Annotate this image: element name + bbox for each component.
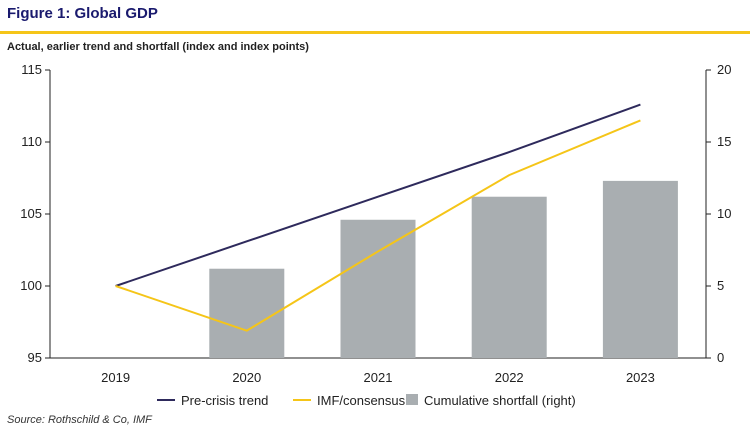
right-tick-label: 10 [717,206,731,221]
right-tick-label: 0 [717,350,724,365]
left-tick-label: 110 [21,134,42,149]
left-tick-label: 105 [20,206,42,221]
left-tick-label: 115 [21,62,42,77]
legend-pre-crisis-trend-label: Pre-crisis trend [181,393,268,408]
chart-subtitle: Actual, earlier trend and shortfall (ind… [7,41,309,53]
source-note: Source: Rothschild & Co, IMF [7,414,152,426]
x-tick-label: 2019 [101,370,130,385]
chart-title: Figure 1: Global GDP [7,5,158,22]
right-tick-label: 5 [717,278,724,293]
x-tick-label: 2020 [232,370,261,385]
shortfall-bar [340,219,416,358]
shortfall-bar [209,268,285,358]
x-tick-label: 2021 [364,370,393,385]
x-tick-label: 2023 [626,370,655,385]
legend-cumulative-shortfall-label: Cumulative shortfall (right) [424,393,576,408]
shortfall-bar [602,180,678,358]
right-tick-label: 15 [717,134,731,149]
right-tick-label: 20 [717,62,731,77]
x-tick-label: 2022 [495,370,524,385]
legend-imf-consensus-label: IMF/consensus [317,393,406,408]
pre-crisis-trend-line [115,103,641,287]
legend-cumulative-shortfall-swatch [406,394,418,405]
imf-consensus-line [115,119,641,332]
title-divider [0,31,750,34]
left-tick-label: 95 [28,350,42,365]
shortfall-bar [471,196,547,358]
left-tick-label: 100 [20,278,42,293]
